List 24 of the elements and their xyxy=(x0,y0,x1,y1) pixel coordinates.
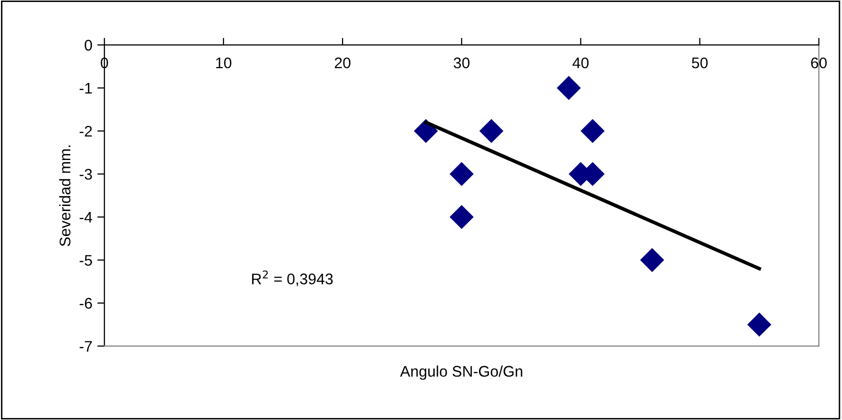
x-tick-label: 30 xyxy=(454,57,470,68)
annotation: R$^{2}$ = 0,3943 xyxy=(252,270,333,286)
x-tick-label: 10 xyxy=(216,57,232,68)
y-tick-label: -1 xyxy=(80,82,92,94)
y-tick-label: -3 xyxy=(80,168,92,180)
y-tick-label: -4 xyxy=(80,212,92,223)
point xyxy=(450,204,474,230)
point xyxy=(640,248,664,272)
point xyxy=(450,162,474,186)
point xyxy=(580,118,605,144)
y-tick-label: -7 xyxy=(80,341,92,352)
x-tick-label: 60 xyxy=(811,57,827,68)
x-tick-label: 20 xyxy=(334,57,350,68)
point xyxy=(479,118,504,144)
y-tick-label: 0 xyxy=(84,40,92,51)
y-tick-label: -6 xyxy=(80,298,92,309)
y-axis-title: Severidad mm. xyxy=(59,146,70,246)
x-tick-label: 50 xyxy=(692,57,708,68)
y-tick-label: -2 xyxy=(80,126,92,137)
x-axis-title: Angulo SN-Go/Gn xyxy=(400,366,522,380)
point xyxy=(747,312,772,337)
y-tick-label: -5 xyxy=(80,255,92,266)
x-tick-label: 40 xyxy=(572,57,589,68)
point xyxy=(556,76,581,100)
